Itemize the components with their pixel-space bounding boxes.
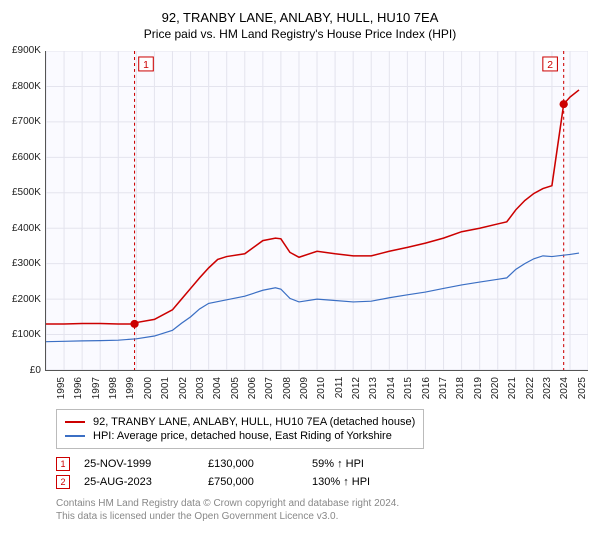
sale-date: 25-AUG-2023 [84, 476, 194, 488]
sale-marker-box: 1 [56, 457, 70, 471]
plot-svg: 12 [46, 51, 588, 370]
chart-container: 92, TRANBY LANE, ANLABY, HULL, HU10 7EA … [0, 0, 600, 535]
sale-date: 25-NOV-1999 [84, 458, 194, 470]
legend-item-hpi: HPI: Average price, detached house, East… [65, 430, 415, 442]
plot-area: 12 [45, 51, 588, 371]
x-tick-label: 2005 [230, 377, 241, 399]
legend: 92, TRANBY LANE, ANLABY, HULL, HU10 7EA … [56, 409, 424, 449]
sale-price: £750,000 [208, 476, 298, 488]
x-tick-label: 2016 [421, 377, 432, 399]
x-tick-label: 2019 [473, 377, 484, 399]
footnote-line1: Contains HM Land Registry data © Crown c… [56, 497, 588, 510]
x-tick-label: 2021 [507, 377, 518, 399]
x-tick-label: 2008 [282, 377, 293, 399]
x-tick-label: 2000 [143, 377, 154, 399]
x-tick-label: 2023 [542, 377, 553, 399]
footnote-line2: This data is licensed under the Open Gov… [56, 510, 588, 523]
svg-text:2: 2 [547, 60, 553, 71]
legend-swatch-property [65, 421, 85, 423]
x-tick-label: 2001 [160, 377, 171, 399]
x-tick-label: 2020 [490, 377, 501, 399]
x-tick-label: 2018 [455, 377, 466, 399]
chart-body: £900K£800K£700K£600K£500K£400K£300K£200K… [12, 51, 588, 371]
y-axis: £900K£800K£700K£600K£500K£400K£300K£200K… [12, 51, 45, 371]
x-tick-label: 2025 [577, 377, 588, 399]
legend-label-property: 92, TRANBY LANE, ANLABY, HULL, HU10 7EA … [93, 416, 415, 428]
svg-text:1: 1 [143, 60, 149, 71]
legend-label-hpi: HPI: Average price, detached house, East… [93, 430, 392, 442]
x-tick-label: 2006 [247, 377, 258, 399]
x-tick-label: 1995 [56, 377, 67, 399]
x-tick-label: 1999 [125, 377, 136, 399]
legend-item-property: 92, TRANBY LANE, ANLABY, HULL, HU10 7EA … [65, 416, 415, 428]
sale-marker-box: 2 [56, 475, 70, 489]
sale-hpi-pct: 130% ↑ HPI [312, 476, 412, 488]
x-tick-label: 2012 [351, 377, 362, 399]
sale-row: 1 25-NOV-1999 £130,000 59% ↑ HPI [56, 457, 588, 471]
x-tick-label: 2009 [299, 377, 310, 399]
x-tick-label: 2024 [559, 377, 570, 399]
x-tick-label: 2015 [403, 377, 414, 399]
x-tick-label: 2022 [525, 377, 536, 399]
sale-hpi-pct: 59% ↑ HPI [312, 458, 412, 470]
x-tick-label: 2010 [316, 377, 327, 399]
x-tick-label: 2004 [212, 377, 223, 399]
x-tick-label: 2003 [195, 377, 206, 399]
x-tick-label: 2014 [386, 377, 397, 399]
x-tick-label: 2002 [178, 377, 189, 399]
x-tick-label: 2017 [438, 377, 449, 399]
x-tick-label: 1996 [73, 377, 84, 399]
footnote: Contains HM Land Registry data © Crown c… [56, 497, 588, 523]
x-tick-label: 2013 [368, 377, 379, 399]
x-tick-label: 2007 [264, 377, 275, 399]
legend-swatch-hpi [65, 435, 85, 437]
sale-price: £130,000 [208, 458, 298, 470]
chart-title-line2: Price paid vs. HM Land Registry's House … [12, 27, 588, 41]
x-tick-label: 1997 [91, 377, 102, 399]
sale-row: 2 25-AUG-2023 £750,000 130% ↑ HPI [56, 475, 588, 489]
x-tick-label: 1998 [108, 377, 119, 399]
chart-title-line1: 92, TRANBY LANE, ANLABY, HULL, HU10 7EA [12, 10, 588, 25]
x-tick-label: 2011 [334, 377, 345, 399]
x-axis: 1995 1996 1997 1998 1999 2000 2001 2002 2003 2004… [56, 371, 588, 399]
sales-list: 1 25-NOV-1999 £130,000 59% ↑ HPI 2 25-AUG-202… [12, 457, 588, 489]
